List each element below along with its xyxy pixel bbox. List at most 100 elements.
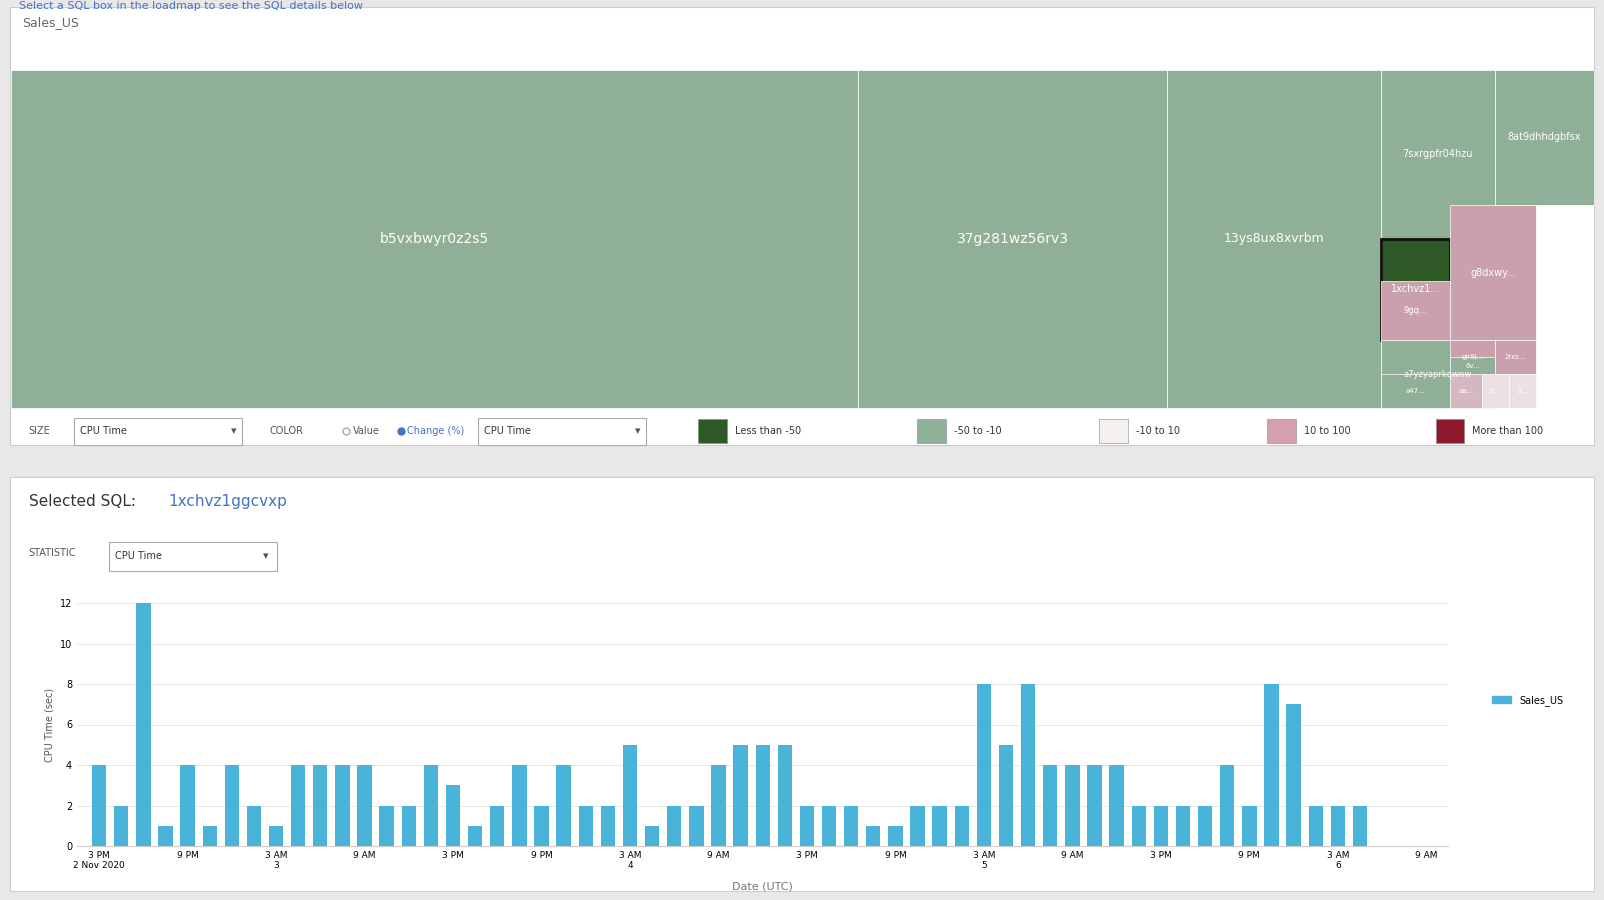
- Bar: [1309, 806, 1323, 846]
- Text: a47...: a47...: [1405, 388, 1426, 394]
- Text: SIZE: SIZE: [29, 426, 51, 436]
- Text: Selected SQL:: Selected SQL:: [29, 494, 136, 509]
- FancyBboxPatch shape: [478, 418, 646, 445]
- Text: Less than -50: Less than -50: [735, 426, 800, 436]
- Text: 10 to 100: 10 to 100: [1304, 426, 1351, 436]
- Bar: [844, 806, 858, 846]
- Text: CPU Time: CPU Time: [80, 426, 127, 436]
- Bar: [755, 745, 770, 846]
- Bar: [313, 765, 327, 846]
- Text: 1xchvz1...: 1xchvz1...: [1391, 284, 1440, 294]
- Bar: [645, 826, 659, 846]
- Bar: [380, 806, 395, 846]
- Text: 37g281wz56rv3: 37g281wz56rv3: [956, 231, 1068, 246]
- Bar: [446, 785, 460, 846]
- Bar: [999, 745, 1014, 846]
- FancyBboxPatch shape: [1495, 340, 1535, 374]
- Bar: [1176, 806, 1190, 846]
- Bar: [711, 765, 725, 846]
- Text: CPU Time: CPU Time: [484, 426, 531, 436]
- Bar: [491, 806, 504, 846]
- Text: aa...: aa...: [1458, 388, 1474, 394]
- Bar: [932, 806, 946, 846]
- FancyBboxPatch shape: [10, 7, 1594, 445]
- FancyBboxPatch shape: [1450, 374, 1482, 408]
- Bar: [401, 806, 415, 846]
- Bar: [866, 826, 881, 846]
- Text: a7yzyaprkqwnw: a7yzyaprkqwnw: [1404, 370, 1472, 379]
- Bar: [1088, 765, 1102, 846]
- Bar: [667, 806, 682, 846]
- Bar: [225, 765, 239, 846]
- FancyBboxPatch shape: [1482, 374, 1509, 408]
- X-axis label: Date (UTC): Date (UTC): [733, 881, 792, 891]
- Bar: [1286, 704, 1301, 846]
- Bar: [1331, 806, 1346, 846]
- Bar: [290, 765, 305, 846]
- Bar: [1022, 684, 1035, 846]
- Text: 9gq...: 9gq...: [1404, 306, 1428, 315]
- Text: Value: Value: [353, 426, 380, 436]
- FancyBboxPatch shape: [1168, 69, 1381, 408]
- FancyBboxPatch shape: [1509, 374, 1535, 408]
- Bar: [622, 745, 637, 846]
- FancyBboxPatch shape: [74, 418, 242, 445]
- Bar: [335, 765, 350, 846]
- Bar: [180, 765, 194, 846]
- Bar: [1221, 765, 1235, 846]
- Bar: [423, 765, 438, 846]
- FancyBboxPatch shape: [1450, 205, 1535, 340]
- Text: More than 100: More than 100: [1472, 426, 1543, 436]
- Bar: [911, 806, 926, 846]
- FancyBboxPatch shape: [1495, 69, 1594, 205]
- Bar: [1110, 765, 1124, 846]
- Bar: [1241, 806, 1256, 846]
- Bar: [512, 765, 526, 846]
- FancyBboxPatch shape: [1267, 419, 1296, 443]
- Bar: [247, 806, 261, 846]
- Bar: [1131, 806, 1145, 846]
- FancyBboxPatch shape: [1381, 238, 1450, 340]
- FancyBboxPatch shape: [917, 419, 946, 443]
- FancyBboxPatch shape: [10, 477, 1594, 891]
- Text: 1xchvz1ggcvxp: 1xchvz1ggcvxp: [168, 494, 287, 509]
- Text: 13ys8ux8xvrbm: 13ys8ux8xvrbm: [1224, 232, 1325, 245]
- FancyBboxPatch shape: [1436, 419, 1464, 443]
- Text: COLOR: COLOR: [269, 426, 303, 436]
- Text: CPU Time: CPU Time: [115, 552, 162, 562]
- FancyBboxPatch shape: [698, 419, 727, 443]
- Text: 7sxrgpfr04hzu: 7sxrgpfr04hzu: [1402, 149, 1472, 159]
- Bar: [1352, 806, 1367, 846]
- Text: 9...: 9...: [1490, 388, 1501, 394]
- FancyBboxPatch shape: [1099, 419, 1128, 443]
- Bar: [269, 826, 284, 846]
- Text: Change (%): Change (%): [407, 426, 465, 436]
- FancyBboxPatch shape: [1381, 281, 1450, 340]
- Bar: [136, 603, 151, 846]
- Text: 6v...: 6v...: [1464, 363, 1480, 369]
- Text: ▾: ▾: [231, 426, 237, 436]
- Bar: [114, 806, 128, 846]
- FancyBboxPatch shape: [109, 542, 277, 572]
- Y-axis label: CPU Time (sec): CPU Time (sec): [45, 688, 55, 761]
- Text: STATISTIC: STATISTIC: [29, 548, 77, 558]
- Legend: Sales_US: Sales_US: [1489, 691, 1567, 709]
- Bar: [534, 806, 549, 846]
- Text: 2rxs...: 2rxs...: [1505, 354, 1525, 360]
- Text: 8at9dhhdgbfsx: 8at9dhhdgbfsx: [1508, 132, 1582, 142]
- Text: ▾: ▾: [263, 552, 269, 562]
- Bar: [468, 826, 483, 846]
- Bar: [202, 826, 217, 846]
- Bar: [91, 765, 106, 846]
- Bar: [1153, 806, 1168, 846]
- Bar: [1264, 684, 1278, 846]
- Bar: [889, 826, 903, 846]
- Bar: [159, 826, 173, 846]
- Bar: [1043, 765, 1057, 846]
- Text: 3...: 3...: [1517, 388, 1529, 394]
- Bar: [358, 765, 372, 846]
- Text: -10 to 10: -10 to 10: [1136, 426, 1179, 436]
- FancyBboxPatch shape: [1381, 340, 1495, 408]
- Bar: [579, 806, 593, 846]
- FancyBboxPatch shape: [1450, 357, 1495, 374]
